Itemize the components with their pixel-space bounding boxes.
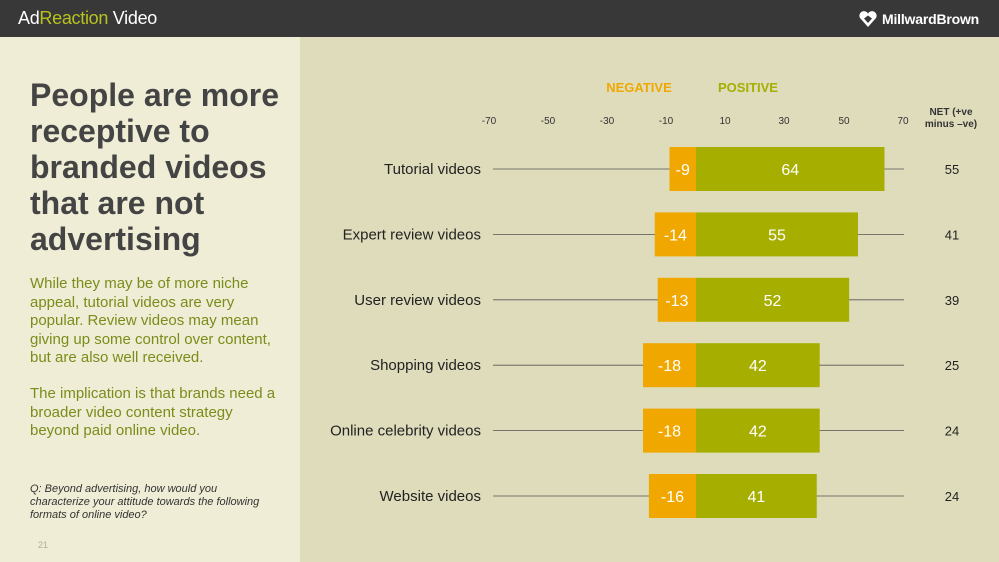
net-value: 24 xyxy=(945,489,959,504)
body-paragraph-2: The implication is that brands need a br… xyxy=(30,385,276,439)
negative-value-label: -16 xyxy=(661,489,684,506)
net-value: 41 xyxy=(945,227,959,242)
net-value: 55 xyxy=(945,162,959,177)
heart-diamond-icon xyxy=(859,11,877,27)
category-label: User review videos xyxy=(354,292,481,309)
legend-positive: POSITIVE xyxy=(718,80,778,95)
positive-bar xyxy=(696,474,817,518)
negative-bar xyxy=(669,147,696,191)
chart-row: Tutorial videos -9 64 55 xyxy=(384,147,959,191)
brand-suffix: Video xyxy=(108,8,158,28)
net-value: 39 xyxy=(945,293,959,308)
x-tick-label: 10 xyxy=(719,116,731,127)
chart-row: Online celebrity videos -18 42 24 xyxy=(330,408,959,453)
negative-value-label: -13 xyxy=(665,293,688,310)
negative-bar xyxy=(642,343,696,388)
survey-question: Q: Beyond advertising, how would you cha… xyxy=(30,483,260,521)
negative-value-label: -14 xyxy=(664,227,687,244)
x-tick-label: 30 xyxy=(778,116,790,127)
brand-title: AdReaction Video xyxy=(18,8,157,29)
diverging-bar-chart: NEGATIVE POSITIVE NET (+ve minus –ve) -7… xyxy=(330,80,977,518)
category-label: Website videos xyxy=(380,488,481,505)
positive-bar xyxy=(696,408,820,453)
x-tick-label: 70 xyxy=(897,116,909,127)
left-panel: People are more receptive to branded vid… xyxy=(0,37,300,562)
net-header-line1: NET (+ve xyxy=(929,107,973,118)
positive-bar xyxy=(696,343,820,388)
negative-bar xyxy=(654,212,696,257)
net-value: 24 xyxy=(945,424,959,439)
category-label: Expert review videos xyxy=(343,226,481,243)
body-paragraph-1: While they may be of more niche appeal, … xyxy=(30,275,271,366)
millward-brown-logo: MillwardBrown xyxy=(858,9,979,29)
chart-row: User review videos -13 52 39 xyxy=(354,277,959,322)
x-tick-label: -50 xyxy=(541,116,556,127)
x-tick-label: -70 xyxy=(482,116,497,127)
x-tick-label: -30 xyxy=(600,116,615,127)
net-header-line2: minus –ve) xyxy=(925,119,977,130)
header-bar: AdReaction Video MillwardBrown xyxy=(0,0,999,37)
negative-value-label: -18 xyxy=(658,424,681,441)
positive-value-label: 42 xyxy=(749,424,767,441)
brand-prefix: Ad xyxy=(18,8,40,28)
logo-text: MillwardBrown xyxy=(882,11,979,27)
page-number: 21 xyxy=(38,540,49,550)
category-label: Online celebrity videos xyxy=(330,423,481,440)
net-value: 25 xyxy=(945,358,959,373)
positive-value-label: 52 xyxy=(764,293,782,310)
x-tick-label: 50 xyxy=(838,116,850,127)
positive-bar xyxy=(696,212,858,257)
positive-bar xyxy=(696,147,885,191)
chart-row: Website videos -16 41 24 xyxy=(380,474,959,518)
positive-bar xyxy=(696,277,850,322)
category-label: Shopping videos xyxy=(370,357,481,374)
positive-value-label: 55 xyxy=(768,227,786,244)
chart-row: Expert review videos -14 55 41 xyxy=(343,212,959,257)
negative-bar xyxy=(657,277,696,322)
brand-mid: Reaction xyxy=(39,8,109,28)
negative-bar xyxy=(642,408,696,453)
x-tick-label: -10 xyxy=(659,116,674,127)
negative-value-label: -9 xyxy=(676,162,690,179)
legend-negative: NEGATIVE xyxy=(606,80,672,95)
chart-row: Shopping videos -18 42 25 xyxy=(370,343,959,388)
category-label: Tutorial videos xyxy=(384,161,481,178)
negative-value-label: -18 xyxy=(658,358,681,375)
headline: People are more receptive to branded vid… xyxy=(30,77,279,257)
positive-value-label: 42 xyxy=(749,358,767,375)
positive-value-label: 64 xyxy=(781,162,799,179)
positive-value-label: 41 xyxy=(747,489,765,506)
negative-bar xyxy=(648,474,696,518)
